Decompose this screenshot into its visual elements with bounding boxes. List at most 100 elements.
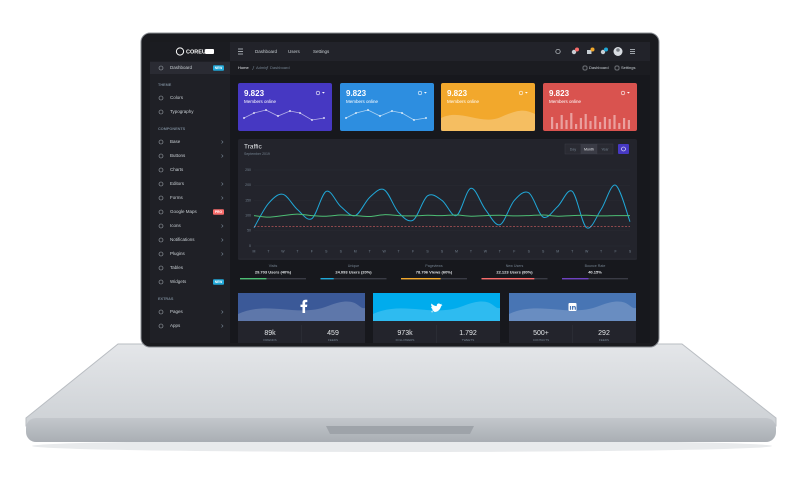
menu-toggle[interactable] (238, 48, 243, 55)
y-tick-label: 200 (245, 183, 251, 187)
breadcrumb-item[interactable]: Admin (256, 65, 267, 70)
stat-progress (401, 278, 441, 280)
sidebar-item[interactable]: Typography (170, 109, 194, 114)
stat-card-value: 9.823 (244, 89, 265, 98)
card-bar (608, 119, 611, 129)
stat-label: Unique (348, 264, 359, 268)
stat-label: Pageviews (425, 264, 443, 268)
sidebar-item[interactable]: Pages (170, 309, 184, 314)
sidebar-item[interactable]: Icons (170, 223, 182, 228)
stat-card-label: Members online (447, 99, 480, 104)
sidebar-item[interactable]: Apps (170, 323, 181, 328)
breadcrumb-item[interactable]: Home (238, 65, 249, 70)
tasks-icon[interactable] (587, 50, 592, 54)
sidebar-icon (158, 309, 164, 315)
top-header (150, 42, 650, 61)
stat-card (340, 83, 434, 131)
card-sparkline-point (355, 112, 357, 114)
messages-icon[interactable] (600, 49, 606, 55)
sidebar-item[interactable]: Editors (170, 181, 185, 186)
sidebar (150, 42, 230, 343)
sidebar-section: THEME (158, 83, 172, 87)
card-sparkline-point (243, 117, 245, 119)
stat-card-label: Members online (244, 99, 277, 104)
sidebar-badge-text: NEW (215, 66, 222, 70)
breadcrumb-action[interactable]: Settings (621, 65, 635, 70)
sidebar-icon (158, 209, 164, 215)
sidebar-item[interactable]: Widgets (170, 279, 187, 284)
card-caret[interactable] (525, 92, 528, 94)
social-label: FOLLOWERS (396, 338, 415, 342)
social-value: 459 (327, 330, 339, 337)
card-settings-icon[interactable] (518, 90, 524, 96)
card-settings-icon[interactable] (417, 90, 423, 96)
stat-value: 22.123 Users (80%) (496, 270, 533, 275)
x-tick-label: F (311, 249, 313, 253)
x-tick-label: W (281, 249, 285, 253)
sidebar-item[interactable]: Colors (170, 95, 184, 100)
sidebar-item[interactable]: Buttons (170, 153, 186, 158)
theme-icon[interactable] (555, 48, 561, 55)
notifications-icon[interactable] (571, 49, 577, 55)
card-bar (584, 114, 587, 129)
sidebar-item[interactable]: Tables (170, 265, 184, 270)
card-sparkline-point (253, 112, 255, 114)
stat-card (238, 83, 332, 131)
sidebar-item[interactable]: Notifications (170, 237, 195, 242)
submenu-chevron (221, 252, 224, 256)
download-button[interactable] (618, 144, 629, 154)
x-tick-label: T (296, 249, 299, 253)
x-tick-label: T (398, 249, 401, 253)
stat-card (543, 83, 637, 131)
sidebar-item[interactable]: Base (170, 139, 181, 144)
card-caret[interactable] (322, 92, 325, 94)
x-tick-label: W (484, 249, 488, 253)
sidebar-item[interactable]: Plugins (170, 251, 186, 256)
card-bar (603, 117, 606, 129)
sidebar-item[interactable]: Dashboard (170, 65, 193, 70)
nav-link[interactable]: Settings (313, 49, 330, 54)
sidebar-badge-text: PRO (215, 210, 222, 214)
card-sparkline-point (391, 110, 393, 112)
stat-track (320, 278, 387, 280)
breadcrumb-action[interactable]: Dashboard (589, 65, 609, 70)
y-tick-label: 100 (245, 214, 251, 218)
card-sparkline-point (265, 109, 267, 111)
aside-toggle[interactable] (630, 49, 635, 54)
sidebar-icon (158, 265, 164, 271)
card-bar (623, 118, 626, 129)
traffic-card (238, 139, 637, 260)
stat-label: Visits (269, 264, 278, 268)
social-value: 500+ (533, 330, 549, 337)
card-settings-icon[interactable] (315, 90, 321, 96)
card-area (441, 110, 535, 131)
x-tick-label: S (426, 249, 429, 253)
sidebar-badge-text: NEW (215, 280, 222, 284)
stat-value: 40.15% (588, 270, 602, 275)
card-sparkline-point (379, 115, 381, 117)
card-bar (589, 121, 592, 129)
card-sparkline-point (323, 117, 325, 119)
x-tick-label: F (513, 249, 515, 253)
x-tick-label: S (340, 249, 343, 253)
card-caret[interactable] (424, 92, 427, 94)
social-icon-detail (569, 306, 572, 310)
nav-link[interactable]: Dashboard (255, 49, 278, 54)
nav-link[interactable]: Users (288, 49, 301, 54)
card-sparkline-point (299, 112, 301, 114)
card-sparkline-point (401, 112, 403, 114)
period-button[interactable] (596, 143, 614, 155)
social-icon (431, 303, 443, 313)
sidebar-item[interactable]: Forms (170, 195, 183, 200)
sidebar-icon (158, 109, 164, 115)
stat-card-value: 9.823 (447, 89, 468, 98)
card-settings-icon[interactable] (620, 90, 626, 96)
traffic-subtitle: September 2019 (244, 152, 270, 156)
card-caret[interactable] (627, 92, 630, 94)
x-tick-label: M (253, 249, 256, 253)
sidebar-item[interactable]: Charts (170, 167, 184, 172)
sidebar-item[interactable]: Google Maps (170, 209, 198, 214)
submenu-chevron (221, 196, 224, 200)
